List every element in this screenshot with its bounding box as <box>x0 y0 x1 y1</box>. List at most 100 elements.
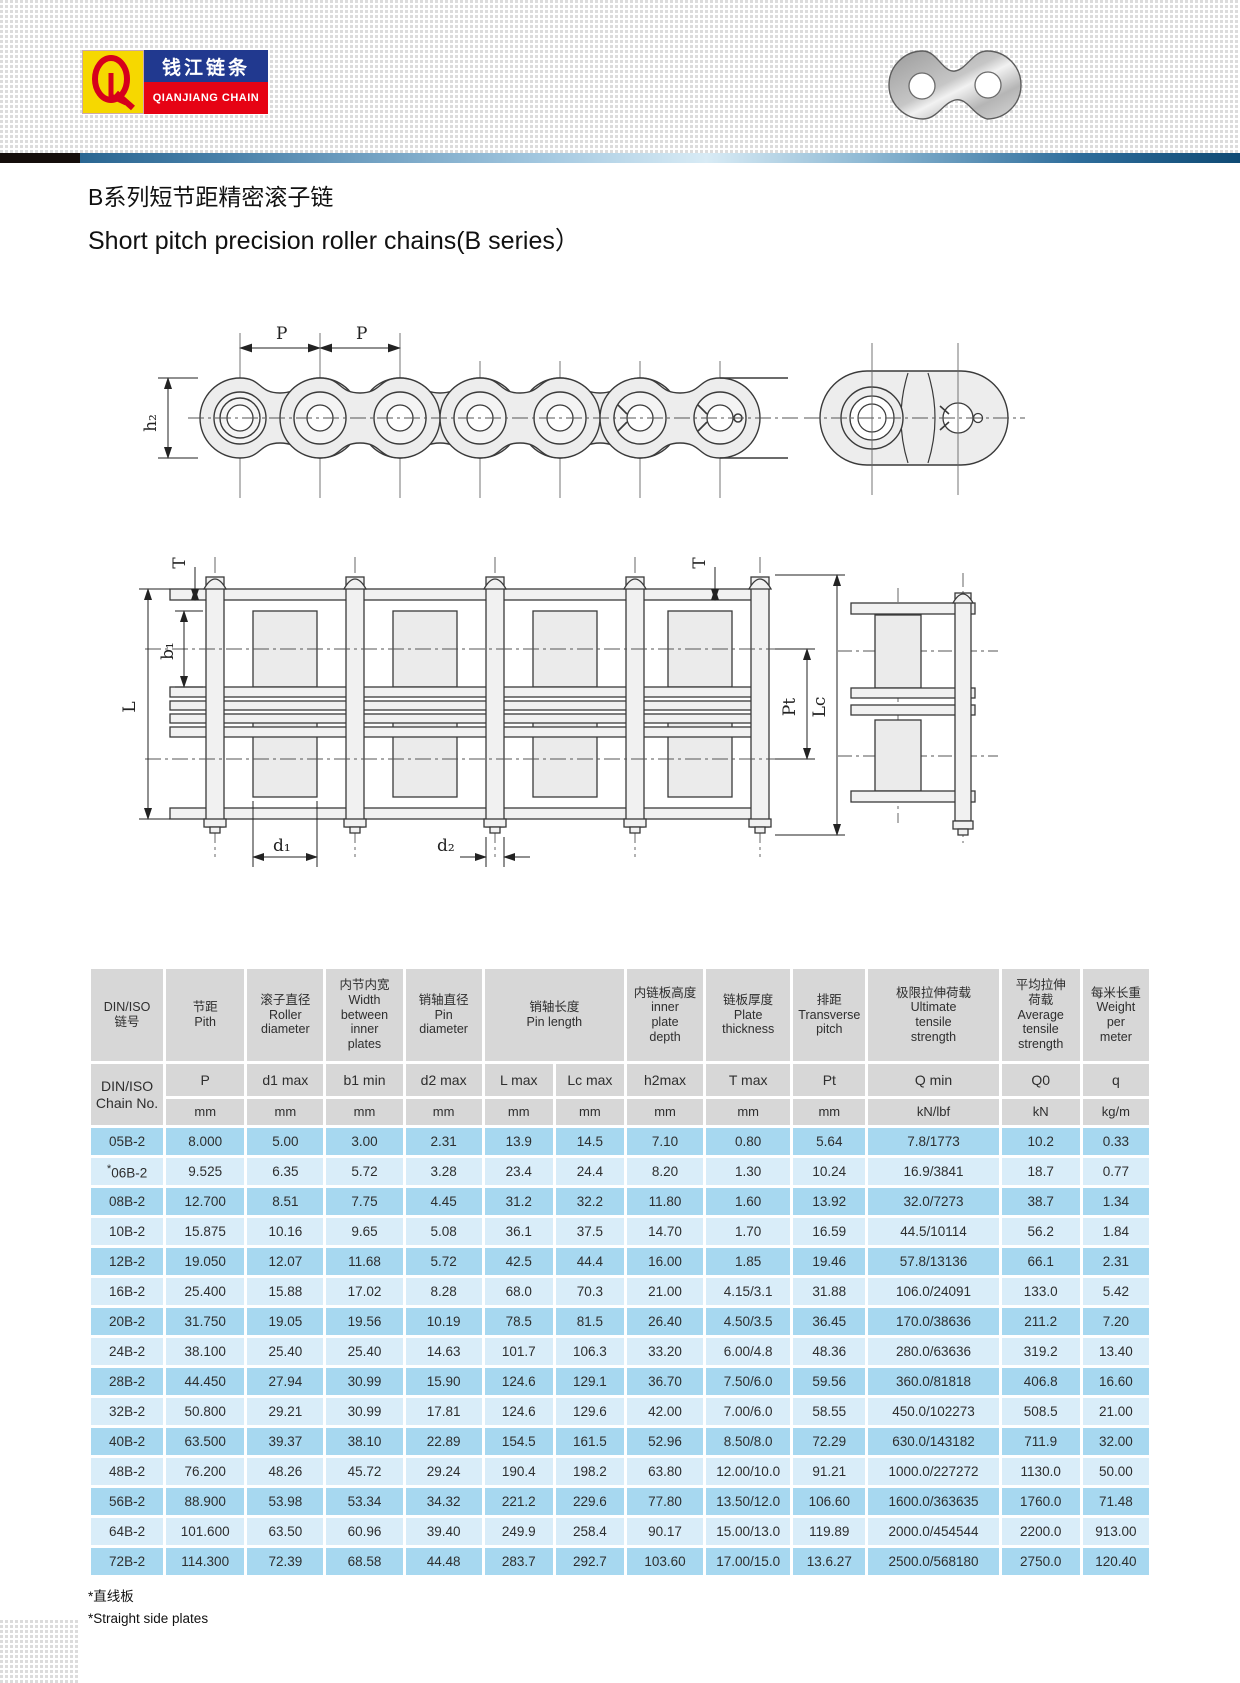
table-row: 05B-2 8.000 5.00 3.00 2.31 13.9 14.5 7.10 0.80 5.… <box>91 1128 1149 1155</box>
table-cell: 30.99 <box>326 1368 403 1395</box>
table-cell: 101.7 <box>484 1338 553 1365</box>
table-cell: 280.0/63636 <box>868 1338 999 1365</box>
table-cell: 2000.0/454544 <box>868 1518 999 1545</box>
table-cell: 63.500 <box>166 1428 245 1455</box>
table-subheader-cell: b1 min <box>326 1064 403 1096</box>
table-cell: 2750.0 <box>1001 1548 1080 1575</box>
table-cell: 1.34 <box>1082 1188 1149 1215</box>
table-cell: 19.46 <box>793 1248 866 1275</box>
table-header-cell: DIN/ISO 链号 <box>91 969 164 1061</box>
table-cell: 48.26 <box>247 1458 324 1485</box>
table-cell: 129.6 <box>555 1398 624 1425</box>
table-cell: 198.2 <box>555 1458 624 1485</box>
table-unit-cell: mm <box>247 1099 324 1125</box>
dim-label-Pt: Pt <box>780 698 800 716</box>
table-cell: 25.400 <box>166 1278 245 1305</box>
table-row: 40B-2 63.500 39.37 38.10 22.89 154.5 161.5 52.9… <box>91 1428 1149 1455</box>
table-header-cell: 链板厚度 Plate thickness <box>706 969 791 1061</box>
table-cell: 1.70 <box>706 1218 791 1245</box>
table-header-cell: 排距 Transverse pitch <box>793 969 866 1061</box>
table-subheader-cell: Lc max <box>555 1064 624 1096</box>
table-cell: 9.525 <box>166 1158 245 1185</box>
table-cell: 8.28 <box>405 1278 482 1305</box>
table-cell: 33.20 <box>626 1338 704 1365</box>
table-unit-cell: mm <box>706 1099 791 1125</box>
table-unit-cell: mm <box>326 1099 403 1125</box>
table-cell: 78.5 <box>484 1308 553 1335</box>
header-band <box>0 0 1240 153</box>
table-cell: 5.64 <box>793 1128 866 1155</box>
table-cell: 19.05 <box>247 1308 324 1335</box>
table-cell: 913.00 <box>1082 1518 1149 1545</box>
table-cell: 7.10 <box>626 1128 704 1155</box>
table-row: 28B-2 44.450 27.94 30.99 15.90 124.6 129.1 36.7… <box>91 1368 1149 1395</box>
page-title-zh: B系列短节距精密滚子链 <box>88 184 334 210</box>
table-subheader-cell: h2max <box>626 1064 704 1096</box>
table-cell: 2500.0/568180 <box>868 1548 999 1575</box>
table-cell: 44.48 <box>405 1548 482 1575</box>
table-cell: 68.0 <box>484 1278 553 1305</box>
table-cell: 0.80 <box>706 1128 791 1155</box>
table-cell: 292.7 <box>555 1548 624 1575</box>
table-cell: 13.92 <box>793 1188 866 1215</box>
table-unit-cell: kg/m <box>1082 1099 1149 1125</box>
table-cell: 36.70 <box>626 1368 704 1395</box>
table-cell: 31.750 <box>166 1308 245 1335</box>
table-cell: 30.99 <box>326 1398 403 1425</box>
table-row: 32B-2 50.800 29.21 30.99 17.81 124.6 129.6 42.0… <box>91 1398 1149 1425</box>
table-cell: 508.5 <box>1001 1398 1080 1425</box>
table-cell: 8.000 <box>166 1128 245 1155</box>
table-cell: 106.0/24091 <box>868 1278 999 1305</box>
table-cell: 39.37 <box>247 1428 324 1455</box>
table-cell: 4.15/3.1 <box>706 1278 791 1305</box>
table-cell: 406.8 <box>1001 1368 1080 1395</box>
table-unit-cell: mm <box>405 1099 482 1125</box>
table-cell: 114.300 <box>166 1548 245 1575</box>
table-cell: 0.77 <box>1082 1158 1149 1185</box>
table-cell: 711.9 <box>1001 1428 1080 1455</box>
table-header-cell: 每米长重 Weight per meter <box>1082 969 1149 1061</box>
ql-monogram-icon <box>92 55 135 111</box>
table-cell: 32.2 <box>555 1188 624 1215</box>
page-title-en: Short pitch precision roller chains(B se… <box>88 227 580 255</box>
table-cell: 27.94 <box>247 1368 324 1395</box>
table-cell: 52.96 <box>626 1428 704 1455</box>
divider-black-segment <box>0 153 80 163</box>
table-cell: 32.0/7273 <box>868 1188 999 1215</box>
chain-no-cell: 05B-2 <box>91 1128 164 1155</box>
table-cell: 18.7 <box>1001 1158 1080 1185</box>
table-header-cell: 平均拉伸 荷载 Average tensile strength <box>1001 969 1080 1061</box>
table-cell: 120.40 <box>1082 1548 1149 1575</box>
table-cell: 4.50/3.5 <box>706 1308 791 1335</box>
table-cell: 5.00 <box>247 1128 324 1155</box>
table-cell: 76.200 <box>166 1458 245 1485</box>
table-cell: 15.00/13.0 <box>706 1518 791 1545</box>
table-cell: 7.75 <box>326 1188 403 1215</box>
chain-side-view-diagram: P P h₂ <box>141 324 1025 498</box>
footnotes: *直线板 *Straight side plates <box>88 1586 208 1629</box>
table-cell: 50.00 <box>1082 1458 1149 1485</box>
logo-name-zh: 钱江链条 <box>144 50 268 82</box>
table-cell: 32.00 <box>1082 1428 1149 1455</box>
chain-no-cell: 48B-2 <box>91 1458 164 1485</box>
table-cell: 45.72 <box>326 1458 403 1485</box>
table-cell: 10.24 <box>793 1158 866 1185</box>
table-cell: 249.9 <box>484 1518 553 1545</box>
table-cell: 106.3 <box>555 1338 624 1365</box>
table-cell: 119.89 <box>793 1518 866 1545</box>
table-cell: 21.00 <box>626 1278 704 1305</box>
table-cell: 16.60 <box>1082 1368 1149 1395</box>
company-logo: 钱江链条 QIANJIANG CHAIN <box>82 50 268 114</box>
table-cell: 283.7 <box>484 1548 553 1575</box>
table-subheader-cell: d1 max <box>247 1064 324 1096</box>
table-cell: 7.8/1773 <box>868 1128 999 1155</box>
dim-label-L: L <box>120 701 140 712</box>
table-subheader-cell: q <box>1082 1064 1149 1096</box>
table-cell: 23.4 <box>484 1158 553 1185</box>
dim-label-b1: b₁ <box>158 642 178 660</box>
table-cell: 15.90 <box>405 1368 482 1395</box>
chain-no-cell: 28B-2 <box>91 1368 164 1395</box>
table-cell: 44.4 <box>555 1248 624 1275</box>
table-cell: 68.58 <box>326 1548 403 1575</box>
title-block: B系列短节距精密滚子链 Short pitch precision roller… <box>88 178 580 257</box>
